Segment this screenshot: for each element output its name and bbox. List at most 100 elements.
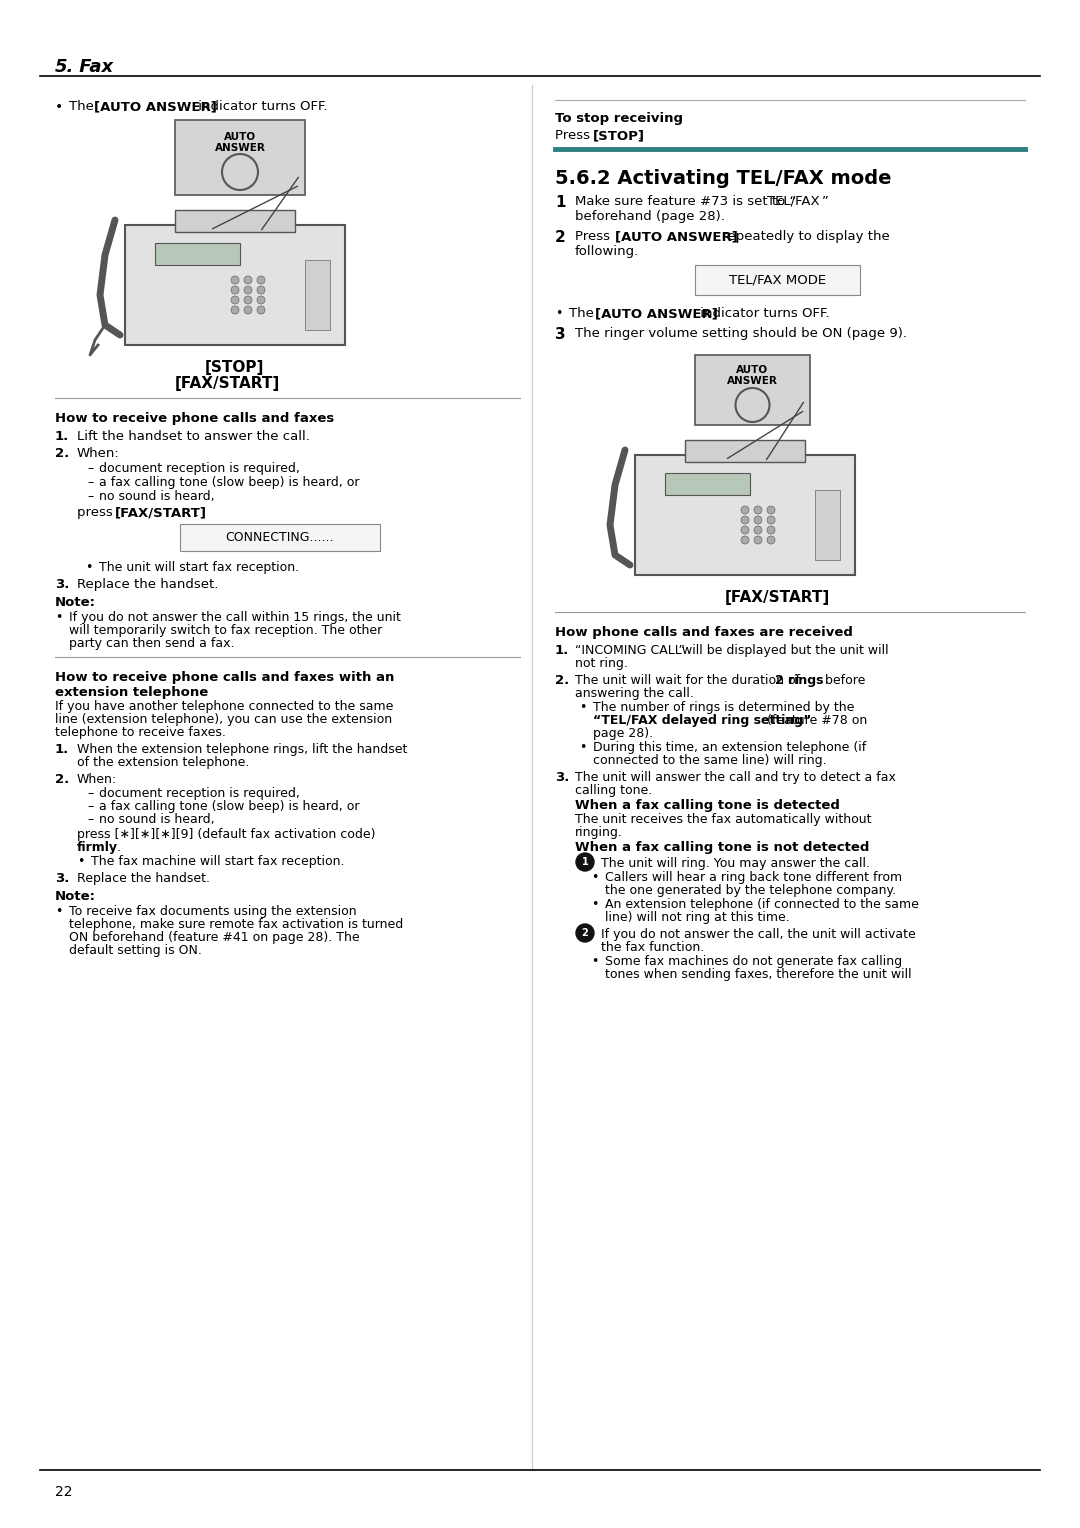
- Text: page 28).: page 28).: [593, 727, 653, 740]
- Text: When a fax calling tone is detected: When a fax calling tone is detected: [575, 799, 840, 811]
- Text: •: •: [55, 611, 63, 623]
- Text: An extension telephone (if connected to the same: An extension telephone (if connected to …: [605, 898, 919, 911]
- Text: will temporarily switch to fax reception. The other: will temporarily switch to fax reception…: [69, 623, 382, 637]
- Text: document reception is required,: document reception is required,: [99, 461, 300, 475]
- Text: •: •: [579, 701, 586, 714]
- Text: How to receive phone calls and faxes: How to receive phone calls and faxes: [55, 413, 334, 425]
- Circle shape: [767, 526, 775, 533]
- Text: indicator turns OFF.: indicator turns OFF.: [194, 99, 327, 113]
- Text: AUTO: AUTO: [737, 365, 769, 374]
- Text: 3.: 3.: [55, 872, 69, 885]
- Bar: [665, 474, 750, 495]
- Circle shape: [754, 506, 762, 513]
- Text: .: .: [195, 506, 199, 520]
- Text: If you do not answer the call within 15 rings, the unit: If you do not answer the call within 15 …: [69, 611, 401, 623]
- Circle shape: [576, 924, 594, 941]
- Circle shape: [754, 516, 762, 524]
- Text: –: –: [87, 477, 93, 489]
- Text: ANSWER: ANSWER: [215, 144, 266, 153]
- Text: The ringer volume setting should be ON (page 9).: The ringer volume setting should be ON (…: [575, 327, 907, 341]
- Circle shape: [257, 296, 265, 304]
- Text: a fax calling tone (slow beep) is heard, or: a fax calling tone (slow beep) is heard,…: [99, 801, 360, 813]
- Circle shape: [244, 306, 252, 313]
- Text: firmly: firmly: [77, 840, 118, 854]
- Text: If you have another telephone connected to the same: If you have another telephone connected …: [55, 700, 393, 714]
- Text: •: •: [77, 856, 84, 868]
- Bar: [696, 264, 860, 295]
- Text: Note:: Note:: [55, 889, 96, 903]
- Text: When:: When:: [77, 448, 120, 460]
- Text: How phone calls and faxes are received: How phone calls and faxes are received: [555, 626, 853, 639]
- Text: document reception is required,: document reception is required,: [99, 787, 300, 801]
- Text: When a fax calling tone is not detected: When a fax calling tone is not detected: [575, 840, 869, 854]
- Text: 3: 3: [555, 327, 566, 342]
- Circle shape: [754, 536, 762, 544]
- Text: [AUTO ANSWER]: [AUTO ANSWER]: [615, 231, 738, 243]
- Text: The unit will ring. You may answer the call.: The unit will ring. You may answer the c…: [600, 857, 870, 869]
- Text: party can then send a fax.: party can then send a fax.: [69, 637, 234, 649]
- Circle shape: [741, 526, 750, 533]
- Text: 1: 1: [582, 857, 589, 866]
- Text: .: .: [638, 128, 643, 142]
- Circle shape: [231, 277, 239, 284]
- Bar: [635, 455, 855, 575]
- Text: During this time, an extension telephone (if: During this time, an extension telephone…: [593, 741, 866, 753]
- Text: “TEL/FAX delayed ring setting”: “TEL/FAX delayed ring setting”: [593, 714, 811, 727]
- Text: 2 rings: 2 rings: [775, 674, 824, 688]
- Text: The unit receives the fax automatically without: The unit receives the fax automatically …: [575, 813, 872, 827]
- Text: line (extension telephone), you can use the extension: line (extension telephone), you can use …: [55, 714, 392, 726]
- Text: ON beforehand (feature #41 on page 28). The: ON beforehand (feature #41 on page 28). …: [69, 931, 360, 944]
- Text: 2.: 2.: [55, 448, 69, 460]
- Text: will be displayed but the unit will: will be displayed but the unit will: [678, 643, 889, 657]
- Text: Fax: Fax: [73, 58, 113, 76]
- Text: To stop receiving: To stop receiving: [555, 112, 683, 125]
- Circle shape: [576, 853, 594, 871]
- Text: TEL/FAX: TEL/FAX: [767, 196, 820, 208]
- Text: Press: Press: [555, 128, 594, 142]
- Text: ringing.: ringing.: [575, 827, 623, 839]
- Text: before: before: [821, 674, 865, 688]
- Text: Replace the handset.: Replace the handset.: [77, 578, 218, 591]
- Text: The unit will wait for the duration of: The unit will wait for the duration of: [575, 674, 805, 688]
- Circle shape: [257, 277, 265, 284]
- Circle shape: [767, 536, 775, 544]
- Bar: [696, 354, 810, 425]
- Text: Callers will hear a ring back tone different from: Callers will hear a ring back tone diffe…: [605, 871, 902, 885]
- Circle shape: [244, 277, 252, 284]
- Text: The unit will answer the call and try to detect a fax: The unit will answer the call and try to…: [575, 772, 896, 784]
- Circle shape: [231, 286, 239, 293]
- Circle shape: [244, 286, 252, 293]
- Text: 3.: 3.: [555, 772, 569, 784]
- Text: When:: When:: [77, 773, 117, 785]
- Text: [STOP]: [STOP]: [593, 128, 645, 142]
- Text: Lift the handset to answer the call.: Lift the handset to answer the call.: [77, 429, 310, 443]
- Text: connected to the same line) will ring.: connected to the same line) will ring.: [593, 753, 826, 767]
- Text: repeatedly to display the: repeatedly to display the: [718, 231, 890, 243]
- Text: [STOP]: [STOP]: [205, 361, 265, 374]
- Text: 2.: 2.: [55, 773, 69, 785]
- Text: 1: 1: [555, 196, 566, 209]
- Circle shape: [741, 506, 750, 513]
- Text: –: –: [87, 787, 93, 801]
- Text: 5.6.2 Activating TEL/FAX mode: 5.6.2 Activating TEL/FAX mode: [555, 170, 891, 188]
- Text: 1.: 1.: [55, 429, 69, 443]
- Text: The unit will start fax reception.: The unit will start fax reception.: [99, 561, 299, 575]
- Bar: [685, 440, 805, 461]
- Circle shape: [257, 306, 265, 313]
- Text: 2: 2: [555, 231, 566, 244]
- Text: beforehand (page 28).: beforehand (page 28).: [575, 209, 725, 223]
- Text: (feature #78 on: (feature #78 on: [762, 714, 867, 727]
- Bar: [815, 490, 840, 559]
- Text: press: press: [77, 506, 117, 520]
- Text: 3.: 3.: [55, 578, 69, 591]
- Text: –: –: [87, 813, 93, 827]
- Text: ”: ”: [822, 196, 828, 208]
- Text: How to receive phone calls and faxes with an: How to receive phone calls and faxes wit…: [55, 671, 394, 685]
- Text: To receive fax documents using the extension: To receive fax documents using the exten…: [69, 905, 356, 918]
- Text: 1.: 1.: [555, 643, 569, 657]
- Text: default setting is ON.: default setting is ON.: [69, 944, 202, 957]
- Text: following.: following.: [575, 244, 639, 258]
- Text: TEL/FAX MODE: TEL/FAX MODE: [729, 274, 826, 287]
- Text: •: •: [55, 99, 64, 115]
- Bar: [175, 121, 305, 196]
